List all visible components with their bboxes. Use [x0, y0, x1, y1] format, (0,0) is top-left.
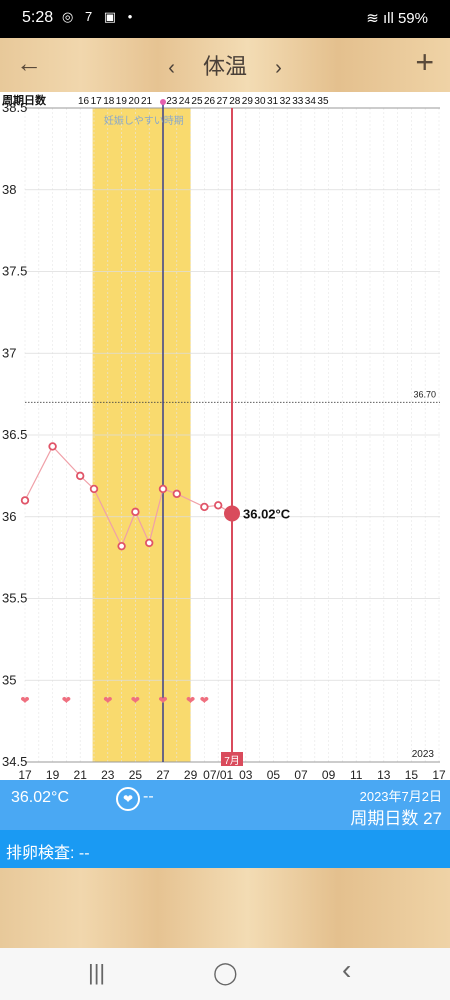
month-label: 7月 [224, 755, 240, 767]
temperature-point [200, 502, 209, 512]
ovulation-test-bar[interactable]: 排卵検査: -- [0, 830, 450, 868]
x-tick-label: 13 [377, 768, 391, 780]
status-right: ≋ ıll 59% [366, 9, 428, 27]
year-label: 2023 [412, 749, 435, 760]
cycle-day-label: 17 [91, 96, 103, 107]
x-tick-label: 21 [74, 768, 88, 780]
temperature-point [20, 496, 30, 505]
cycle-day-label: 31 [267, 96, 279, 107]
x-tick-label: 09 [322, 768, 336, 780]
temperature-chart[interactable]: ❤ ❤ ❤ ❤ ❤ ❤ ❤ 妊娠しやすい時期 38.5 38 37.5 37 36.5 36 35.5 35… [0, 92, 450, 780]
temperature-point [172, 489, 181, 499]
x-tick-label: 11 [350, 768, 363, 780]
current-date: 2023年7月2日 [359, 789, 442, 804]
cycle-day-label: 21 [141, 96, 153, 107]
notification-icons: ◎ 7 ▣ • [62, 9, 137, 24]
y-tick-label: 38.5 [2, 100, 27, 115]
x-tick-label: 17 [18, 768, 32, 780]
cycle-day-label: 23 [166, 96, 178, 107]
y-tick-label: 36 [2, 509, 16, 524]
x-tick-label: 29 [184, 768, 198, 780]
cycle-day-label: 25 [191, 96, 203, 107]
x-tick-label: 17 [432, 768, 446, 780]
cycle-day: 周期日数 27 [350, 809, 442, 828]
status-bar: 5:28 ◎ 7 ▣ • ≋ ıll 59% [0, 0, 450, 38]
x-tick-label: 27 [156, 768, 170, 780]
nav-back-icon[interactable]: ‹ [342, 954, 352, 985]
x-tick-label: 07/01 [203, 768, 233, 780]
y-tick-label: 36.5 [2, 427, 27, 442]
cycle-day-label: 34 [305, 96, 317, 107]
temperature-point [89, 484, 99, 494]
temperature-point [158, 484, 168, 494]
signal-icons: ≋ ıll [366, 10, 394, 27]
prev-chevron-icon[interactable]: ‹ [168, 57, 175, 79]
y-tick-label: 37.5 [2, 264, 27, 279]
cycle-day-label: 33 [292, 96, 304, 107]
system-nav-bar: ||| ◯ ‹ [0, 948, 450, 1000]
threshold-label: 36.70 [413, 389, 436, 399]
home-icon[interactable]: ◯ [213, 960, 238, 985]
current-temp-point [224, 505, 240, 522]
cycle-day-label: 19 [116, 96, 128, 107]
x-tick-label: 07 [294, 768, 308, 780]
recent-apps-icon[interactable]: ||| [88, 960, 106, 985]
add-icon[interactable]: + [415, 44, 434, 80]
heart-marker-icon: ❤ [20, 695, 29, 707]
cursor-marker [160, 99, 166, 105]
y-tick-label: 35 [2, 672, 16, 687]
current-temp: 36.02°C [11, 789, 69, 806]
cycle-day-label: 32 [280, 96, 292, 107]
cycle-day-label: 27 [217, 96, 229, 107]
temperature-point [131, 507, 140, 517]
battery-percent: 59% [397, 10, 428, 27]
app-header: ← ‹ 体温 › + [0, 38, 450, 92]
back-arrow-icon[interactable]: ← [16, 48, 42, 78]
x-tick-label: 15 [405, 768, 419, 780]
cycle-day-label: 18 [103, 96, 115, 107]
temperature-point [75, 471, 85, 481]
month-badge [221, 752, 243, 766]
ovulation-test-label: 排卵検査: -- [6, 845, 90, 862]
cycle-day-label: 29 [242, 96, 254, 107]
cycle-day-label: 16 [78, 96, 90, 107]
x-tick-label: 03 [239, 768, 253, 780]
heart-marker-icon: ❤ [186, 695, 195, 707]
info-bar[interactable]: 36.02°C ❤ -- 2023年7月2日 周期日数 27 [0, 780, 450, 830]
chart-svg[interactable]: ❤ ❤ ❤ ❤ ❤ ❤ ❤ 妊娠しやすい時期 38.5 38 37.5 37 36.5 36 35.5 35… [0, 92, 450, 780]
heart-marker-icon: ❤ [131, 695, 140, 707]
cycle-label: 周期日数 [2, 93, 47, 107]
cycle-day-label: 28 [229, 96, 241, 107]
temperature-point [117, 541, 126, 551]
heart-marker-icon: ❤ [62, 695, 71, 707]
wood-footer [0, 868, 450, 948]
title-wrap: ‹ 体温 › [0, 49, 450, 81]
next-chevron-icon[interactable]: › [275, 57, 282, 79]
x-tick-label: 25 [129, 768, 143, 780]
x-tick-label: 19 [46, 768, 60, 780]
y-tick-label: 37 [2, 345, 16, 360]
temperature-point [48, 442, 57, 451]
x-tick-label: 23 [101, 768, 115, 780]
heart-marker-icon: ❤ [200, 695, 209, 707]
x-tick-label: 05 [267, 768, 281, 780]
cycle-day-label: 24 [179, 96, 191, 107]
heart-icon: ❤ [116, 787, 140, 811]
fertile-window-label: 妊娠しやすい時期 [104, 114, 184, 127]
y-tick-label: 34.5 [2, 754, 27, 769]
status-time: 5:28 [22, 9, 54, 26]
page-title: 体温 [202, 54, 247, 79]
y-tick-label: 38 [2, 182, 16, 197]
cycle-day-label: 26 [204, 96, 216, 107]
ovulation-value: -- [143, 788, 154, 805]
y-tick-label: 35.5 [2, 591, 27, 606]
heart-marker-icon: ❤ [158, 695, 167, 707]
current-temp-label: 36.02°C [243, 506, 291, 521]
cycle-day-label: 20 [128, 96, 140, 107]
temperature-point [144, 538, 154, 548]
temperature-point [213, 501, 223, 510]
cycle-day-label: 35 [317, 96, 329, 107]
cycle-day-label: 30 [254, 96, 266, 107]
heart-marker-icon: ❤ [103, 695, 112, 707]
